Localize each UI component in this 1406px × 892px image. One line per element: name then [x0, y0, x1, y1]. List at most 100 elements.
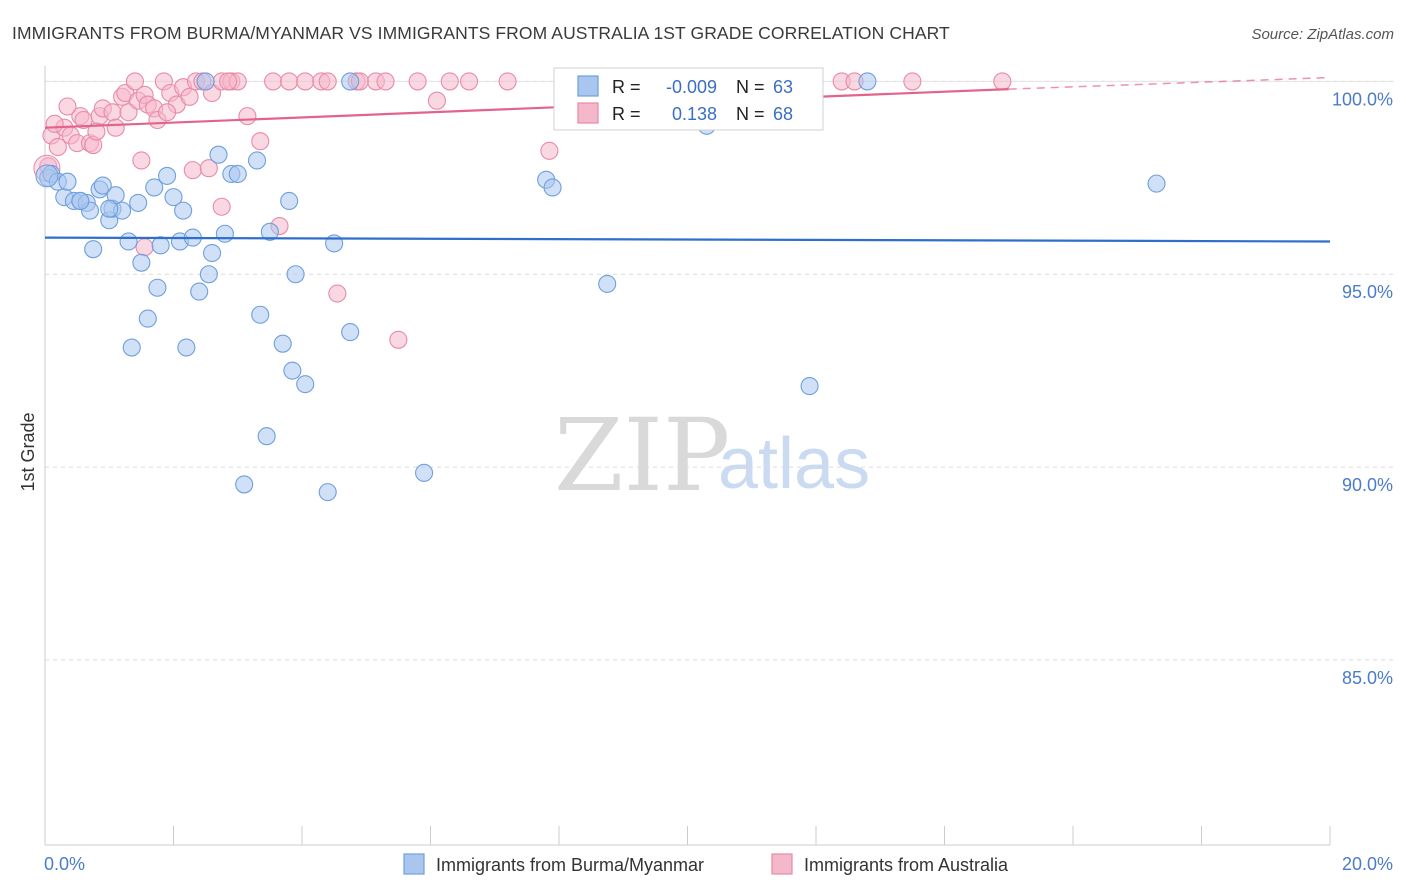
burma-point-39: [247, 151, 267, 170]
burma-point-cluster: [35, 164, 59, 188]
burma-point-55: [598, 274, 617, 293]
australia-point-49: [540, 141, 559, 160]
legend-swatch-australia: [771, 853, 793, 875]
australia-point-58: [440, 72, 459, 91]
burma-point-34: [209, 145, 228, 164]
stats-legend-frame: [553, 67, 824, 131]
australia-point-2: [48, 137, 67, 157]
australia-point-48: [459, 72, 479, 91]
stats-n-value-blue: 63: [773, 77, 793, 97]
australia-point-36: [264, 72, 283, 91]
burma-point-28: [177, 338, 196, 357]
australia-point-57: [376, 72, 395, 91]
burma-point-62: [100, 199, 119, 218]
gridlines: [45, 80, 1394, 661]
australia-point-12: [103, 103, 122, 122]
australia-point-51: [132, 151, 151, 170]
burma-point-46: [286, 265, 305, 284]
legend-label-australia: Immigrants from Australia: [804, 855, 1009, 875]
trend-line-burma: [44, 236, 1331, 243]
y-tick-label-0: 100.0%: [1332, 89, 1393, 109]
stats-n-value-pink: 68: [773, 104, 793, 124]
burma-point-11: [93, 176, 112, 195]
burma-point-45: [283, 361, 302, 380]
burma-point-40: [251, 305, 270, 324]
burma-point-25: [164, 188, 183, 207]
y-axis-label: 1st Grade: [18, 412, 38, 491]
trend-line-australia: [44, 88, 1009, 129]
australia-point-47: [427, 91, 446, 110]
australia-point-42: [328, 284, 347, 303]
australia-point-46: [408, 72, 427, 91]
burma-point-27: [174, 201, 193, 220]
stats-swatch-blue: [577, 75, 599, 97]
australia-point-41: [318, 72, 337, 91]
australia-point-34: [238, 107, 257, 126]
burma-point-51: [341, 72, 360, 91]
stats-r-label-pink: R =: [612, 104, 641, 124]
axes: [44, 66, 1331, 846]
australia-point-54: [212, 197, 231, 216]
australia-point-16: [119, 103, 138, 122]
burma-point-30: [190, 282, 209, 301]
australia-point-53: [199, 159, 218, 178]
australia-point-17: [125, 72, 144, 91]
australia-point-35: [251, 132, 270, 151]
burma-point-24: [158, 166, 177, 185]
y-tick-label-1: 95.0%: [1342, 282, 1393, 302]
australia-point-39: [296, 72, 315, 91]
australia-point-66: [158, 103, 177, 122]
australia-point-63: [993, 72, 1012, 91]
australia-point-55: [135, 238, 154, 257]
trend-lines: [44, 76, 1331, 243]
burma-point-54: [543, 178, 562, 197]
burma-point-9: [84, 240, 103, 259]
burma-point-59: [858, 72, 877, 91]
australia-point-50: [45, 114, 64, 133]
stats-n-label-pink: N =: [736, 104, 765, 124]
burma-point-44: [280, 191, 299, 211]
y-tick-labels: 100.0% 95.0% 90.0% 85.0%: [1332, 89, 1393, 687]
australia-point-64: [58, 97, 77, 116]
burma-point-35: [215, 224, 234, 243]
burma-point-19: [132, 253, 151, 272]
stats-r-label-blue: R =: [612, 77, 641, 97]
burma-point-48: [318, 483, 337, 502]
burma-point-31: [196, 72, 215, 91]
burma-point-21: [145, 178, 164, 197]
chart-source: Source: ZipAtlas.com: [1251, 26, 1394, 43]
watermark-zip: ZIP: [554, 397, 730, 514]
trend-line-australia-extension: [1008, 76, 1331, 90]
burma-point-4: [58, 172, 77, 191]
burma-point-52: [415, 463, 434, 482]
stats-swatch-pink: [577, 102, 599, 124]
burma-point-22: [148, 278, 167, 297]
burma-point-16: [119, 232, 138, 251]
y-tick-label-2: 90.0%: [1342, 475, 1393, 495]
australia-point-62: [903, 72, 922, 91]
y-tick-label-3: 85.0%: [1342, 668, 1393, 688]
australia-point-65: [87, 122, 106, 141]
chart-title: IMMIGRANTS FROM BURMA/MYANMAR VS IMMIGRA…: [12, 23, 950, 43]
series-legend: Immigrants from Burma/Myanmar Immigrants…: [403, 853, 1009, 875]
burma-point-41: [257, 427, 276, 446]
burma-point-47: [296, 375, 315, 394]
series-burma-points: [35, 72, 1166, 502]
burma-point-32: [199, 265, 218, 284]
burma-point-18: [129, 193, 148, 212]
burma-point-17: [122, 338, 141, 357]
burma-point-60: [1147, 174, 1166, 193]
watermark-atlas: atlas: [718, 424, 870, 504]
burma-point-38: [235, 475, 254, 494]
australia-point-67: [219, 72, 238, 91]
stats-r-value-blue: -0.009: [666, 77, 717, 97]
watermark: ZIP atlas: [554, 397, 870, 514]
burma-point-42: [260, 222, 279, 241]
burma-point-37: [228, 164, 247, 184]
burma-point-23: [151, 236, 170, 255]
australia-point-13: [106, 118, 125, 137]
burma-point-58: [800, 377, 819, 396]
australia-point-52: [183, 161, 202, 180]
legend-label-burma: Immigrants from Burma/Myanmar: [436, 855, 704, 875]
